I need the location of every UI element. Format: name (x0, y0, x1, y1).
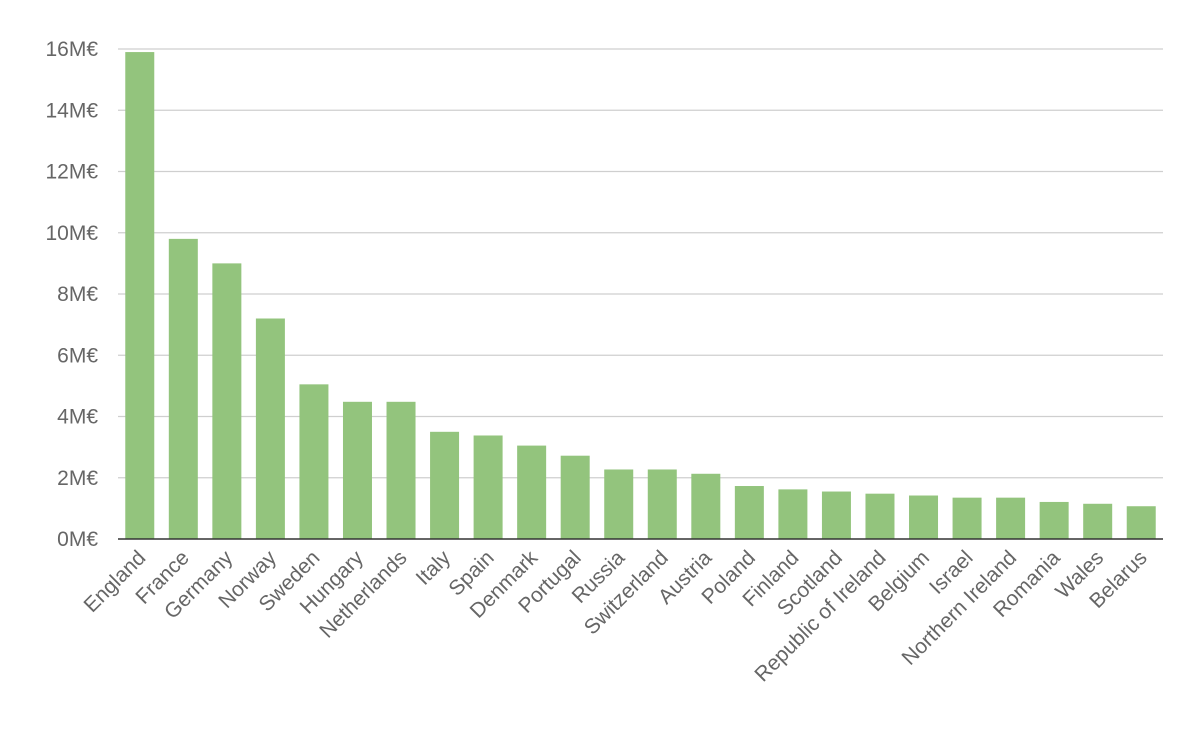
bar-italy (430, 431, 460, 539)
y-axis-tick-labels: 0M€ 2M€ 4M€ 6M€ 8M€ 10M€ 12M€ 14M€ 16M€ (45, 38, 98, 551)
x-category-label: England (80, 546, 151, 617)
bar-hungary (342, 401, 372, 539)
bar-poland (734, 486, 764, 539)
bar-denmark (517, 445, 547, 539)
bar-belarus (1126, 506, 1156, 539)
bar-belgium (909, 495, 939, 539)
gridlines (118, 48, 1163, 479)
bar-romania (1039, 501, 1069, 539)
bar-france (168, 238, 198, 539)
bar-portugal (560, 455, 590, 539)
y-tick-label: 0M€ (57, 528, 98, 551)
bar-russia (604, 469, 634, 539)
y-tick-label: 8M€ (57, 283, 98, 306)
bar-republic-of-ireland (865, 493, 895, 539)
bar-england (125, 52, 155, 539)
y-tick-label: 16M€ (45, 38, 98, 61)
y-tick-label: 4M€ (57, 406, 98, 429)
y-tick-label: 10M€ (45, 222, 98, 245)
bar-norway (255, 318, 285, 539)
bars (125, 52, 1156, 539)
y-tick-label: 14M€ (45, 99, 98, 122)
bar-sweden (299, 384, 329, 539)
bar-northern-ireland (996, 497, 1026, 539)
y-tick-label: 2M€ (57, 467, 98, 490)
y-tick-label: 12M€ (45, 161, 98, 184)
bar-germany (212, 263, 242, 539)
y-tick-label: 6M€ (57, 344, 98, 367)
bar-finland (778, 489, 808, 539)
bar-israel (952, 497, 982, 539)
bar-switzerland (647, 469, 677, 539)
bar-wales (1083, 503, 1113, 539)
x-axis-category-labels: EnglandFranceGermanyNorwaySwedenHungaryN… (80, 546, 1152, 686)
bar-spain (473, 435, 503, 539)
bar-austria (691, 473, 721, 539)
bar-netherlands (386, 401, 416, 539)
bar-scotland (821, 491, 851, 539)
